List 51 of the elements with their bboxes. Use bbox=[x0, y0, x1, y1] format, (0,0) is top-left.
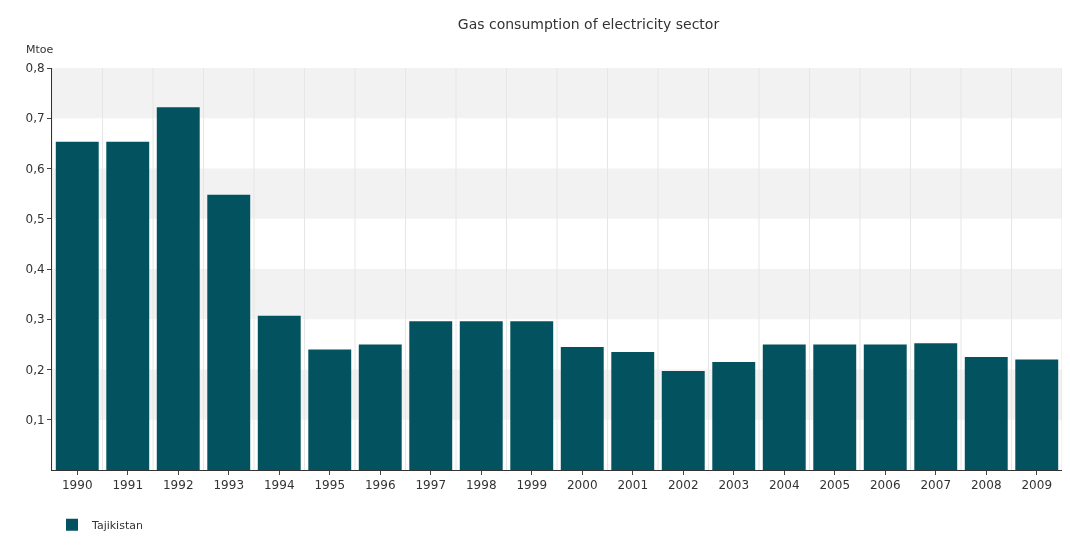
bar bbox=[863, 344, 907, 470]
x-tick-label: 2000 bbox=[566, 478, 598, 493]
x-tick-label: 1999 bbox=[516, 478, 548, 493]
x-tick-label: 2009 bbox=[1021, 478, 1053, 493]
bar bbox=[358, 344, 402, 470]
bar bbox=[409, 321, 453, 470]
y-tick-label: 0,5 bbox=[25, 211, 45, 226]
bar bbox=[712, 361, 756, 470]
bar bbox=[1015, 359, 1059, 470]
bar bbox=[459, 321, 503, 470]
bar bbox=[611, 351, 655, 470]
x-tick-label: 1990 bbox=[61, 478, 93, 493]
bar bbox=[106, 141, 150, 470]
x-tick-label: 1995 bbox=[314, 478, 346, 493]
legend-label: Tajikistan bbox=[91, 518, 143, 532]
y-tick-label: 0,2 bbox=[25, 362, 45, 377]
bar bbox=[257, 315, 301, 470]
y-tick-label: 0,6 bbox=[25, 161, 45, 176]
y-tick-label: 0,7 bbox=[25, 111, 45, 126]
bar bbox=[560, 346, 604, 470]
bar bbox=[813, 344, 857, 470]
bar bbox=[510, 321, 554, 470]
x-tick-label: 2008 bbox=[970, 478, 1002, 493]
x-tick-label: 1991 bbox=[112, 478, 144, 493]
x-tick-label: 1992 bbox=[162, 478, 194, 493]
bar bbox=[207, 194, 251, 470]
x-tick-label: 2001 bbox=[617, 478, 649, 493]
y-tick-label: 0,8 bbox=[25, 61, 45, 76]
bar bbox=[661, 371, 705, 470]
x-tick-label: 1997 bbox=[415, 478, 447, 493]
x-tick-label: 2007 bbox=[920, 478, 952, 493]
bar bbox=[914, 343, 958, 470]
x-tick-label: 2003 bbox=[718, 478, 750, 493]
bar bbox=[55, 141, 99, 470]
x-tick-label: 2002 bbox=[667, 478, 699, 493]
x-tick-label: 2006 bbox=[869, 478, 901, 493]
bar bbox=[308, 349, 352, 470]
x-tick-label: 1998 bbox=[465, 478, 497, 493]
chart-title: Gas consumption of electricity sector bbox=[457, 15, 720, 32]
x-tick-label: 1993 bbox=[213, 478, 245, 493]
x-tick-label: 1994 bbox=[263, 478, 295, 493]
y-tick-label: 0,4 bbox=[25, 262, 45, 277]
bar bbox=[762, 344, 806, 470]
y-tick-label: 0,3 bbox=[25, 312, 45, 327]
x-tick-label: 1996 bbox=[364, 478, 396, 493]
y-tick-label: 0,1 bbox=[25, 412, 45, 427]
bar bbox=[156, 107, 200, 470]
bar bbox=[964, 356, 1008, 470]
x-tick-label: 2004 bbox=[768, 478, 800, 493]
y-axis-title: Mtoe bbox=[26, 43, 54, 56]
x-tick-label: 2005 bbox=[819, 478, 851, 493]
